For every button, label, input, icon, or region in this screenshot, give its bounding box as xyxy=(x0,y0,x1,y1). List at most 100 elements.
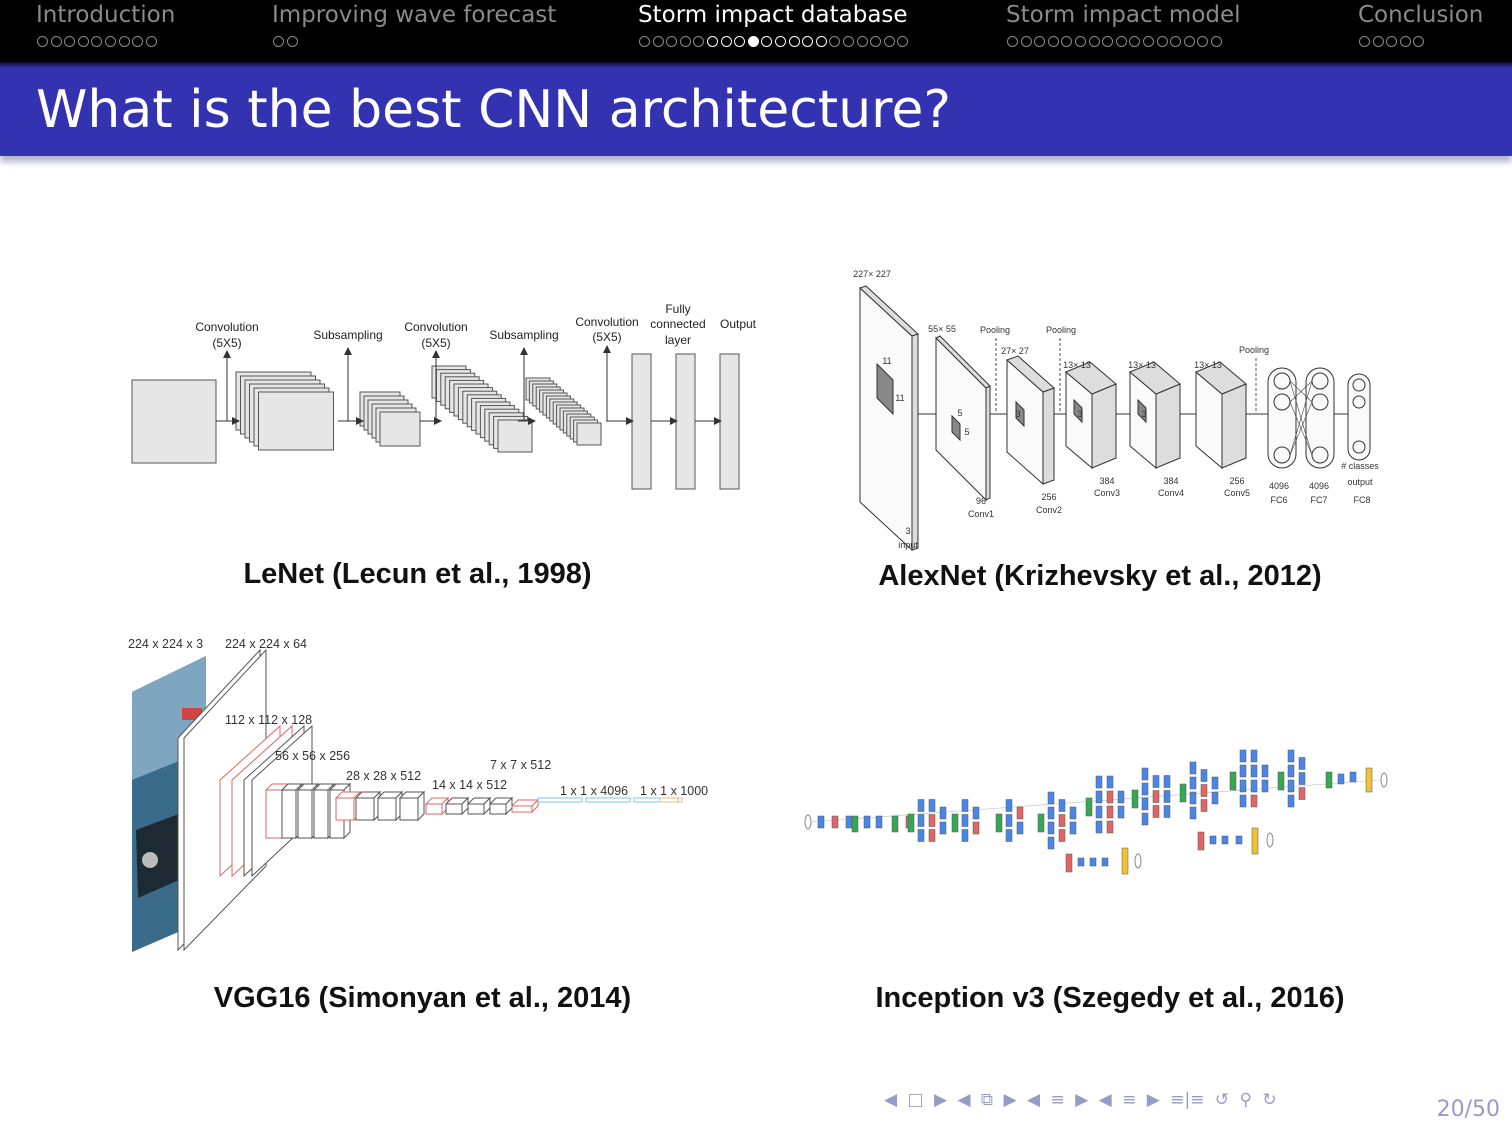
frame-dot[interactable] xyxy=(693,36,705,47)
frame-dot[interactable] xyxy=(1372,36,1384,47)
frame-dot[interactable] xyxy=(774,36,786,47)
frame-dot[interactable] xyxy=(1074,36,1086,47)
alexnet-label: 13× 13 xyxy=(1063,360,1091,370)
alexnet-label: 11 xyxy=(895,393,904,403)
redo-icon[interactable]: ↻ xyxy=(1262,1090,1277,1110)
frame-dot[interactable] xyxy=(1129,36,1141,47)
nav-section-conclusion[interactable]: Conclusion xyxy=(1358,0,1484,47)
frame-dot[interactable] xyxy=(273,36,284,47)
frame-dot[interactable] xyxy=(720,36,732,47)
frame-dot[interactable] xyxy=(91,36,103,47)
nav-section-title: Improving wave forecast xyxy=(272,2,557,28)
frame-dot[interactable] xyxy=(104,36,116,47)
nav-right-arrow-icon[interactable]: ▶ xyxy=(1146,1090,1160,1110)
inception-block xyxy=(928,829,936,842)
frame-dot[interactable] xyxy=(652,36,664,47)
frame-dot[interactable] xyxy=(870,36,882,47)
frame-dot[interactable] xyxy=(679,36,691,47)
frame-dot[interactable] xyxy=(1413,36,1425,47)
nav-right-arrow-icon[interactable]: ▶ xyxy=(1003,1090,1017,1110)
nav-section-introduction[interactable]: Introduction xyxy=(36,0,175,47)
frame-dot[interactable] xyxy=(1102,36,1114,47)
frame-dot[interactable] xyxy=(1386,36,1398,47)
inception-block xyxy=(1189,776,1197,790)
frame-dot[interactable] xyxy=(50,36,62,47)
inception-block xyxy=(1298,772,1306,785)
title-bar: What is the best CNN architecture? xyxy=(0,62,1512,156)
inception-block xyxy=(1085,797,1093,817)
frame-dot[interactable] xyxy=(666,36,678,47)
nav-right-arrow-icon[interactable]: ▶ xyxy=(933,1090,948,1110)
undo-icon[interactable]: ↺ xyxy=(1214,1090,1230,1110)
nav-left-arrow-icon[interactable]: ◀ xyxy=(1026,1090,1041,1110)
frame-dot[interactable] xyxy=(1399,36,1411,47)
frame-dot[interactable] xyxy=(815,36,827,47)
frame-dot[interactable] xyxy=(639,36,650,47)
inception-block xyxy=(1250,764,1258,778)
inception-block xyxy=(1209,835,1217,845)
nav-left-arrow-icon[interactable]: ◀ xyxy=(1098,1090,1112,1110)
vgg-conv-block xyxy=(425,803,443,815)
frame-dot[interactable] xyxy=(1142,36,1154,47)
frame-dot[interactable] xyxy=(761,36,773,47)
frame-dot[interactable] xyxy=(118,36,130,47)
frame-dot[interactable] xyxy=(1007,36,1018,47)
frame-dot[interactable] xyxy=(1183,36,1195,47)
frame-dot[interactable] xyxy=(64,36,76,47)
nav-section-title: Conclusion xyxy=(1358,2,1484,28)
frame-dot[interactable] xyxy=(286,36,298,47)
frame-dot[interactable] xyxy=(1359,36,1370,47)
frame-dot[interactable] xyxy=(1115,36,1127,47)
inception-block xyxy=(1141,812,1149,826)
nav-right-arrow-icon[interactable]: ▶ xyxy=(1075,1090,1089,1110)
align-icon[interactable]: ≡|≡ xyxy=(1170,1090,1205,1110)
nav-left-arrow-icon[interactable]: ◀ xyxy=(884,1090,898,1110)
subsection-icon[interactable]: ⧉ xyxy=(980,1090,994,1110)
frame-dot[interactable] xyxy=(132,36,144,47)
frame-dot[interactable] xyxy=(1020,36,1032,47)
inception-block xyxy=(995,813,1003,833)
nav-section-storm-impact-model[interactable]: Storm impact model xyxy=(1006,0,1241,47)
nav-section-storm-impact-database[interactable]: Storm impact database xyxy=(638,0,909,47)
frame-dot[interactable] xyxy=(747,36,759,47)
alexnet-label: 3 xyxy=(1141,409,1146,419)
alexnet-label: Conv4 xyxy=(1158,488,1184,498)
inception-block xyxy=(891,815,899,833)
nav-left-arrow-icon[interactable]: ◀ xyxy=(957,1090,971,1110)
frame-dot[interactable] xyxy=(77,36,89,47)
frame-dot[interactable] xyxy=(883,36,895,47)
search-icon[interactable]: ⚲ xyxy=(1239,1090,1252,1110)
nav-section-dots xyxy=(37,36,159,50)
frame-dot[interactable] xyxy=(1210,36,1222,47)
frame-dot[interactable] xyxy=(1170,36,1182,47)
frame-dot[interactable] xyxy=(1061,36,1073,47)
frame-dot[interactable] xyxy=(788,36,800,47)
frame-dot[interactable] xyxy=(1034,36,1046,47)
feature-map xyxy=(379,411,421,447)
frame-dot[interactable] xyxy=(856,36,868,47)
frame-dot[interactable] xyxy=(1047,36,1059,47)
section-icon[interactable]: ≡ xyxy=(1050,1090,1065,1110)
frame-dot[interactable] xyxy=(1088,36,1100,47)
inception-block xyxy=(1189,761,1197,775)
frame-dot[interactable] xyxy=(1197,36,1209,47)
frame-dot[interactable] xyxy=(37,36,48,47)
inception-block xyxy=(1179,783,1187,803)
nav-section-improving-wave-forecast[interactable]: Improving wave forecast xyxy=(272,0,557,47)
inception-block xyxy=(1239,749,1247,763)
frame-dot[interactable] xyxy=(829,36,841,47)
inception-block xyxy=(1277,771,1285,791)
inception-block xyxy=(1117,805,1125,819)
frame-dot[interactable] xyxy=(1156,36,1168,47)
frame-dot[interactable] xyxy=(842,36,854,47)
frame-dot[interactable] xyxy=(706,36,718,47)
frame-icon[interactable]: □ xyxy=(907,1090,924,1110)
section-icon[interactable]: ≡ xyxy=(1122,1090,1137,1110)
vgg-conv-block xyxy=(445,803,463,815)
frame-dot[interactable] xyxy=(897,36,909,47)
inception-block xyxy=(1325,771,1333,789)
inception-v3-diagram xyxy=(800,736,1400,880)
frame-dot[interactable] xyxy=(802,36,814,47)
frame-dot[interactable] xyxy=(734,36,746,47)
frame-dot[interactable] xyxy=(145,36,157,47)
